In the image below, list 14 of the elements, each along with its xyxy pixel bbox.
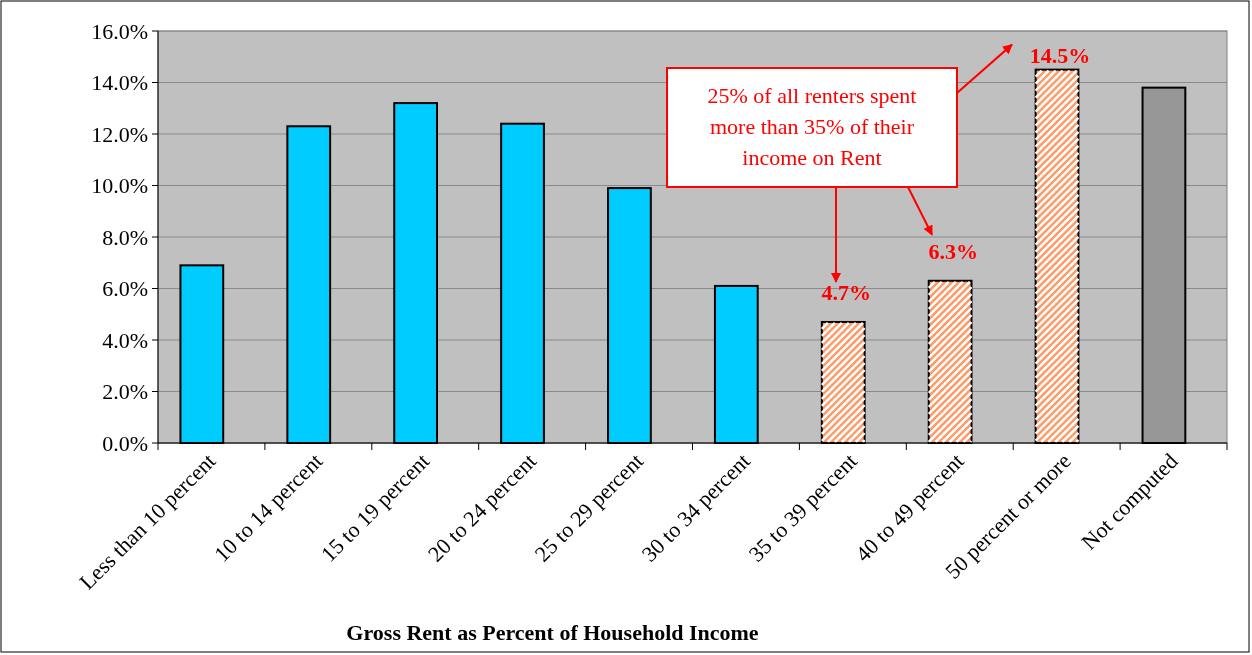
y-tick-label: 10.0% [91,173,148,199]
y-tick-label: 8.0% [102,224,148,250]
data-label: 6.3% [928,238,978,264]
y-tick-label: 4.0% [102,327,148,353]
y-tick-label: 0.0% [102,430,148,456]
y-tick-label: 16.0% [91,18,148,44]
data-label: 4.7% [821,279,871,305]
y-tick-label: 12.0% [91,121,148,147]
y-tick-label: 14.0% [91,70,148,96]
y-tick-label: 2.0% [102,379,148,405]
annotation: 25% of all renters spent more than 35% of their income on Rent [707,83,917,170]
data-label: 14.5% [1029,42,1091,68]
y-tick-label: 6.0% [102,276,148,302]
x-axis-title: Gross Rent as Percent of Household Income [346,620,759,645]
